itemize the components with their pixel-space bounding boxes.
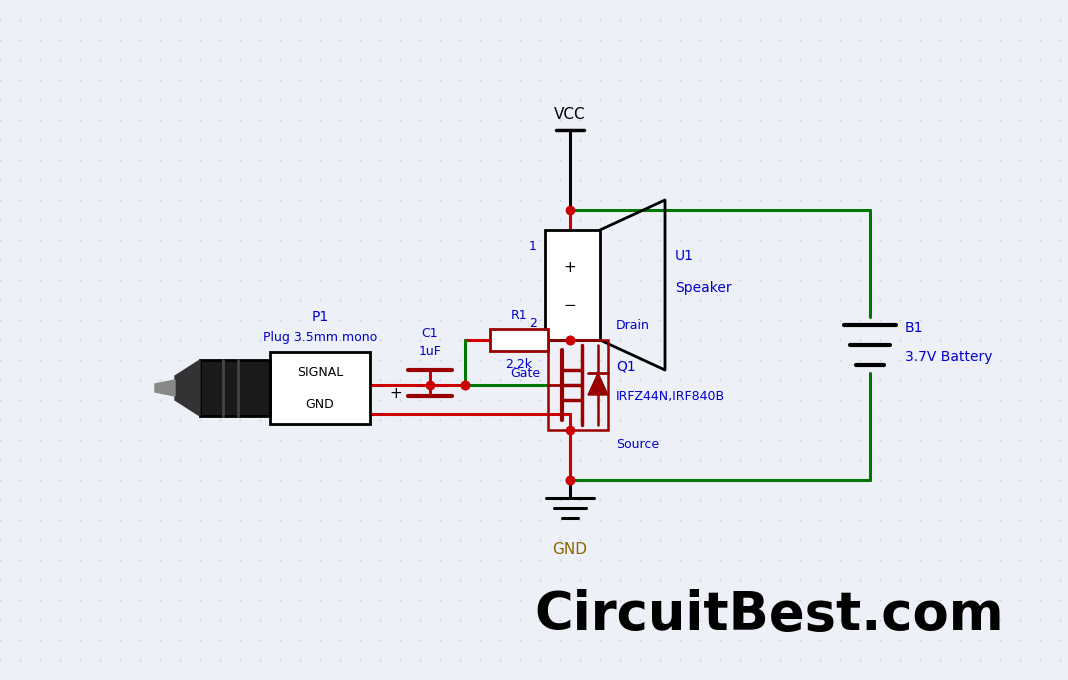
- Polygon shape: [175, 360, 200, 416]
- Text: 2: 2: [529, 317, 537, 330]
- Text: Gate: Gate: [509, 367, 540, 380]
- Text: P1: P1: [312, 310, 329, 324]
- Text: Q1: Q1: [616, 359, 635, 373]
- Text: Drain: Drain: [616, 319, 649, 332]
- Text: R1: R1: [511, 309, 528, 322]
- Text: Speaker: Speaker: [675, 281, 732, 295]
- Text: GND: GND: [305, 398, 334, 411]
- Polygon shape: [155, 380, 175, 396]
- Text: GND: GND: [552, 542, 587, 557]
- Text: +: +: [389, 386, 402, 401]
- Text: B1: B1: [905, 321, 924, 335]
- Bar: [490, 329, 548, 351]
- Text: 1uF: 1uF: [419, 345, 441, 358]
- Text: U1: U1: [675, 249, 694, 263]
- Text: SIGNAL: SIGNAL: [297, 366, 343, 379]
- Text: CircuitBest.com: CircuitBest.com: [534, 589, 1004, 641]
- Text: IRFZ44N,IRF840B: IRFZ44N,IRF840B: [616, 390, 725, 403]
- Bar: [200, 360, 270, 416]
- Text: C1: C1: [422, 327, 438, 340]
- Text: +: +: [564, 260, 577, 275]
- Bar: [545, 230, 600, 340]
- Text: −: −: [564, 298, 577, 313]
- Text: 2.2k: 2.2k: [505, 358, 533, 371]
- Bar: [270, 352, 370, 424]
- Text: 1: 1: [529, 240, 537, 253]
- Text: 3.7V Battery: 3.7V Battery: [905, 350, 992, 364]
- Text: Plug 3.5mm mono: Plug 3.5mm mono: [263, 331, 377, 344]
- Bar: [548, 340, 608, 430]
- Polygon shape: [588, 373, 608, 395]
- Text: VCC: VCC: [554, 107, 586, 122]
- Text: Source: Source: [616, 438, 659, 451]
